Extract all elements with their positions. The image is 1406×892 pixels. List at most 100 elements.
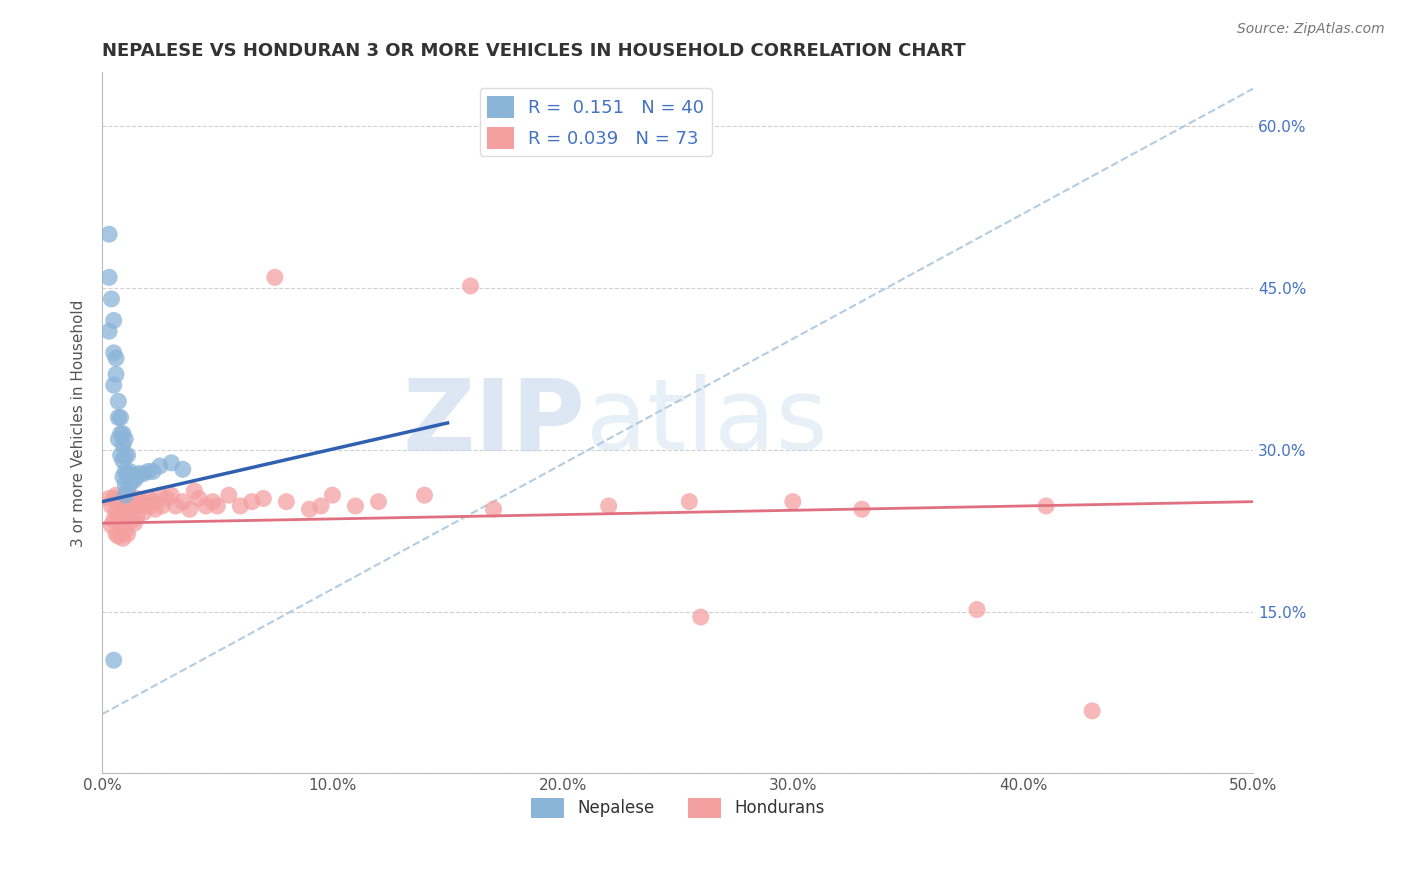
Point: [367, 494, 389, 508]
Point: [103, 491, 125, 506]
Point: [118, 491, 141, 506]
Point: [100, 292, 122, 306]
Point: [111, 516, 134, 531]
Point: [107, 432, 129, 446]
Point: [100, 518, 122, 533]
Point: [132, 467, 155, 481]
Point: [413, 488, 436, 502]
Point: [165, 499, 187, 513]
Point: [103, 513, 125, 527]
Point: [114, 488, 136, 502]
Point: [107, 494, 129, 508]
Point: [98, 227, 121, 242]
Text: ZIP: ZIP: [402, 375, 586, 472]
Point: [111, 426, 134, 441]
Point: [263, 270, 285, 285]
Point: [110, 527, 132, 541]
Point: [105, 505, 128, 519]
Point: [111, 437, 134, 451]
Point: [150, 499, 173, 513]
Point: [121, 513, 143, 527]
Point: [110, 410, 132, 425]
Y-axis label: 3 or more Vehicles in Household: 3 or more Vehicles in Household: [72, 299, 86, 547]
Point: [276, 494, 298, 508]
Point: [114, 465, 136, 479]
Point: [117, 483, 139, 498]
Point: [143, 502, 166, 516]
Point: [121, 494, 143, 508]
Point: [107, 394, 129, 409]
Point: [103, 346, 125, 360]
Point: [229, 499, 252, 513]
Point: [136, 465, 159, 479]
Point: [218, 488, 240, 502]
Point: [689, 610, 711, 624]
Point: [117, 467, 139, 481]
Point: [124, 516, 146, 531]
Point: [117, 509, 139, 524]
Point: [156, 491, 179, 506]
Point: [103, 653, 125, 667]
Point: [132, 505, 155, 519]
Point: [107, 410, 129, 425]
Point: [187, 491, 209, 506]
Point: [110, 508, 132, 522]
Point: [111, 453, 134, 467]
Point: [114, 432, 136, 446]
Point: [107, 529, 129, 543]
Point: [482, 502, 505, 516]
Point: [201, 494, 224, 508]
Point: [309, 499, 332, 513]
Point: [117, 448, 139, 462]
Point: [136, 491, 159, 506]
Point: [460, 279, 482, 293]
Point: [111, 532, 134, 546]
Point: [121, 470, 143, 484]
Point: [103, 313, 125, 327]
Point: [160, 456, 183, 470]
Legend: Nepalese, Hondurans: Nepalese, Hondurans: [524, 791, 831, 825]
Point: [678, 494, 700, 508]
Point: [183, 483, 205, 498]
Point: [103, 378, 125, 392]
Point: [194, 499, 217, 513]
Text: Source: ZipAtlas.com: Source: ZipAtlas.com: [1237, 22, 1385, 37]
Point: [105, 351, 128, 366]
Point: [142, 465, 165, 479]
Point: [321, 488, 343, 502]
Point: [114, 524, 136, 538]
Point: [100, 499, 122, 513]
Text: NEPALESE VS HONDURAN 3 OR MORE VEHICLES IN HOUSEHOLD CORRELATION CHART: NEPALESE VS HONDURAN 3 OR MORE VEHICLES …: [103, 42, 966, 60]
Point: [135, 499, 157, 513]
Point: [782, 494, 804, 508]
Point: [117, 527, 139, 541]
Point: [142, 494, 165, 508]
Point: [125, 470, 148, 484]
Point: [105, 527, 128, 541]
Point: [240, 494, 263, 508]
Point: [207, 499, 229, 513]
Point: [114, 477, 136, 491]
Point: [118, 465, 141, 479]
Point: [98, 324, 121, 338]
Point: [172, 494, 194, 508]
Point: [118, 509, 141, 524]
Point: [125, 509, 148, 524]
Point: [160, 488, 183, 502]
Point: [118, 477, 141, 491]
Point: [851, 502, 873, 516]
Point: [128, 499, 150, 513]
Point: [598, 499, 620, 513]
Point: [298, 502, 321, 516]
Point: [117, 494, 139, 508]
Point: [966, 602, 988, 616]
Point: [131, 494, 153, 508]
Point: [105, 368, 128, 382]
Point: [105, 488, 128, 502]
Point: [111, 470, 134, 484]
Point: [98, 491, 121, 506]
Point: [110, 448, 132, 462]
Point: [1035, 499, 1057, 513]
Point: [124, 473, 146, 487]
Point: [252, 491, 274, 506]
